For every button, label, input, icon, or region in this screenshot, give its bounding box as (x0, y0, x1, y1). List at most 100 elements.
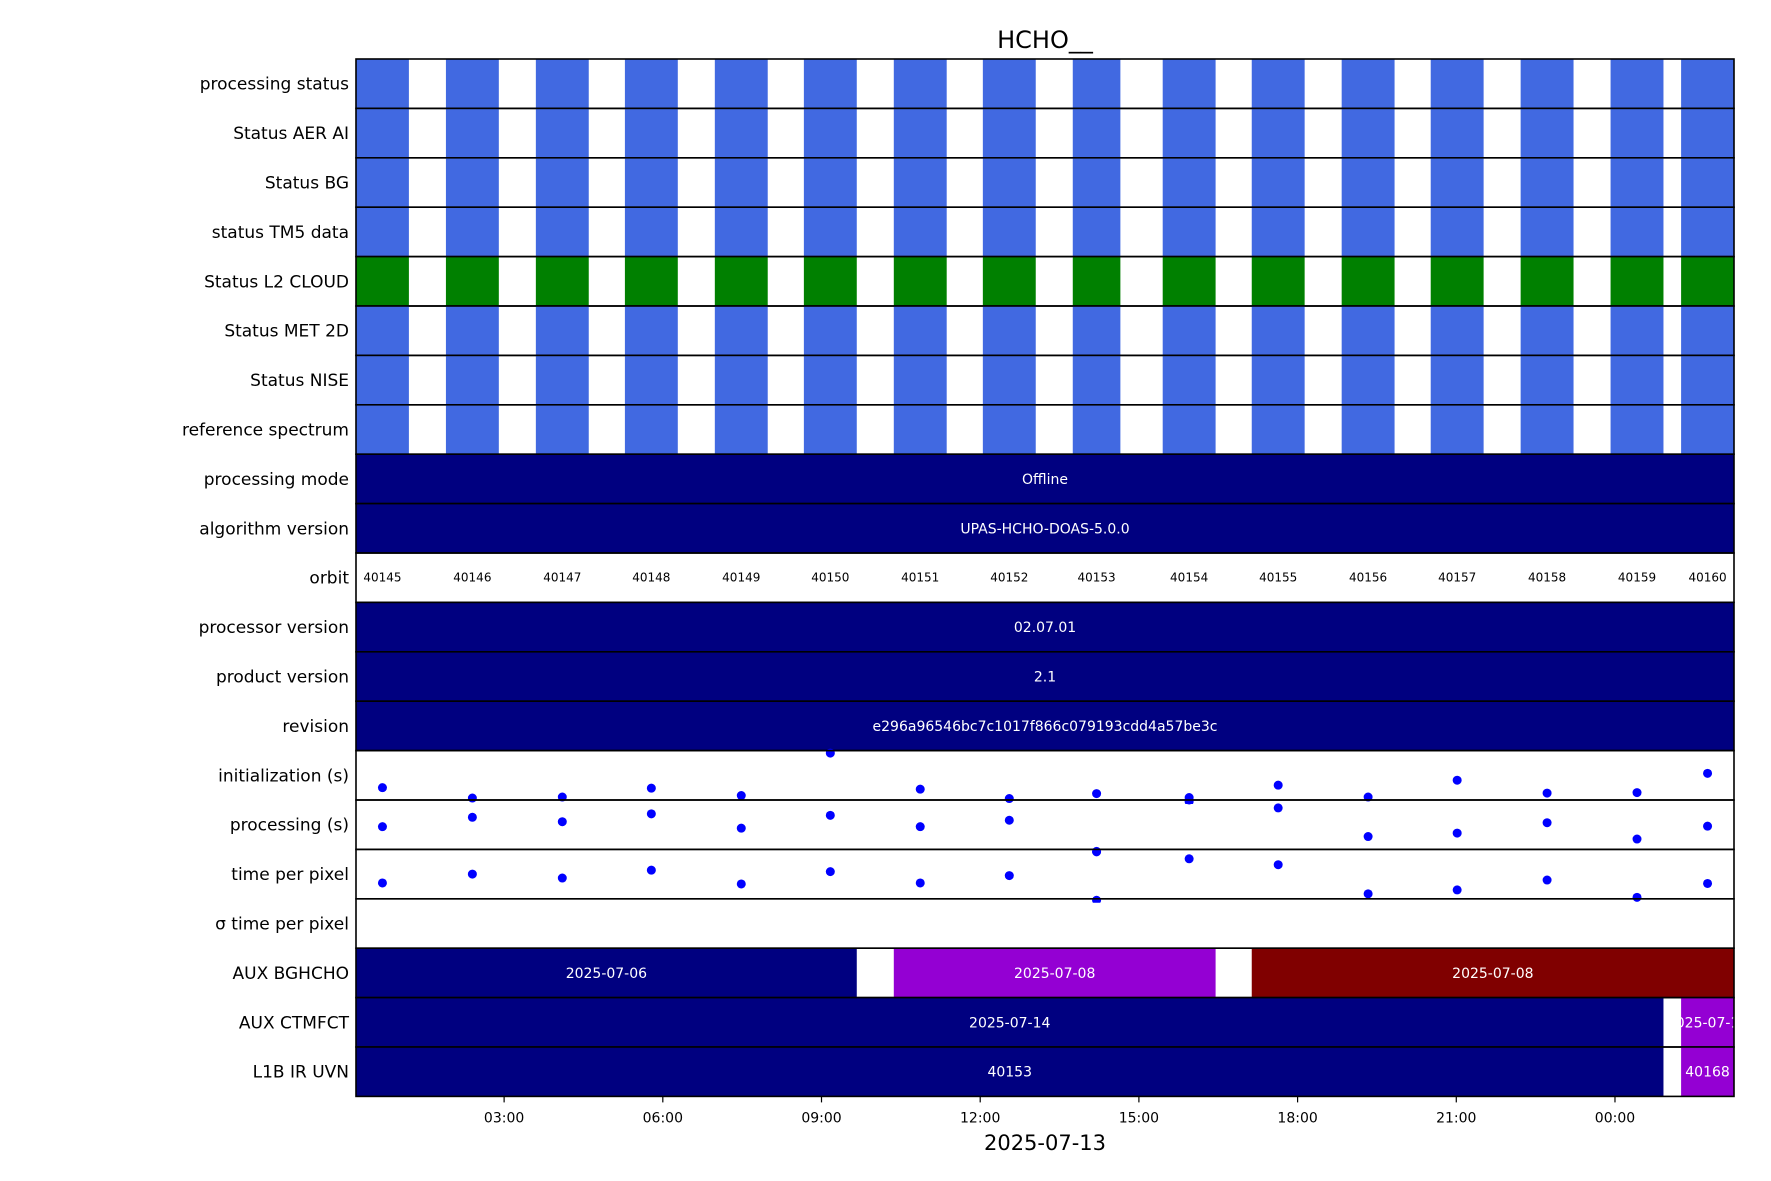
data-point (377, 878, 387, 888)
orbit-block-40159 (1610, 207, 1664, 257)
data-point (1004, 794, 1014, 804)
orbit-block-40157 (1430, 108, 1484, 158)
data-point (646, 809, 656, 819)
segment-bar (1681, 997, 1734, 1047)
orbit-block-40150 (803, 404, 857, 455)
data-point (1542, 818, 1552, 828)
orbit-block-40149 (714, 306, 768, 356)
orbit-block-40152 (982, 207, 1036, 257)
orbit-block-40147 (535, 306, 589, 356)
orbit-block-40156 (1341, 108, 1395, 158)
data-point (736, 879, 746, 889)
orbit-block-40158 (1520, 207, 1574, 257)
segment-label: 40168 (1685, 1065, 1730, 1081)
orbit-label-40155: 40155 (1259, 571, 1297, 585)
orbit-block-40156 (1341, 404, 1395, 455)
orbit-block-40146 (445, 157, 499, 208)
x-tick-label: 00:00 (1595, 1110, 1635, 1126)
orbit-block-40146 (445, 404, 499, 455)
orbit-block-40153 (1072, 59, 1121, 109)
orbit-block-40157 (1430, 306, 1484, 356)
row-label: reference spectrum (182, 421, 349, 441)
orbit-block-40154 (1162, 306, 1216, 356)
row-label: Status AER AI (233, 124, 349, 144)
orbit-label-40156: 40156 (1349, 571, 1387, 585)
orbit-block-40149 (714, 256, 768, 306)
data-point (1004, 815, 1014, 825)
orbit-block-40158 (1520, 157, 1574, 208)
orbit-block-40149 (714, 207, 768, 257)
orbit-block-40154 (1162, 108, 1216, 158)
x-tick-label: 12:00 (960, 1110, 1000, 1126)
orbit-block-40153 (1072, 306, 1121, 356)
orbit-block-40147 (535, 59, 589, 109)
orbit-block-40149 (714, 355, 768, 405)
orbit-block-40155 (1251, 108, 1305, 158)
segment-bar (356, 997, 1664, 1047)
orbit-block-40160 (1681, 306, 1734, 356)
segment-label: UPAS-HCHO-DOAS-5.0.0 (960, 521, 1129, 537)
orbit-block-40148 (624, 108, 678, 158)
orbit-block-40153 (1072, 404, 1121, 455)
orbit-block-40147 (535, 157, 589, 208)
orbit-block-40151 (893, 256, 947, 306)
data-point (1542, 875, 1552, 885)
orbit-block-40154 (1162, 59, 1216, 109)
orbit-block-40159 (1610, 108, 1664, 158)
data-point (646, 865, 656, 875)
orbit-block-40150 (803, 306, 857, 356)
segment-bar (356, 454, 1734, 504)
segment-bar (356, 503, 1734, 553)
row-product-version: product version 2.1 (216, 650, 1735, 702)
orbit-block-40145 (356, 306, 409, 356)
row-label: processing mode (204, 470, 349, 490)
row-status-l2-cloud: Status L2 CLOUD (204, 255, 1735, 307)
orbit-block-40145 (356, 59, 409, 109)
data-point (1273, 860, 1283, 870)
orbit-block-40146 (445, 207, 499, 257)
row-status-tm5-data: status TM5 data (212, 206, 1735, 258)
row-label: revision (282, 717, 349, 737)
orbit-block-40146 (445, 355, 499, 405)
orbit-block-40157 (1430, 256, 1484, 306)
orbit-label-40158: 40158 (1528, 571, 1566, 585)
row-processing-mode: processing mode Offline (204, 453, 1735, 505)
orbit-block-40155 (1251, 59, 1305, 109)
orbit-block-40153 (1072, 157, 1121, 208)
segment-label: 40153 (987, 1065, 1032, 1081)
row-frame (355, 1046, 1735, 1098)
data-point (377, 783, 387, 793)
data-point (1632, 788, 1642, 798)
data-point (646, 783, 656, 793)
orbit-block-40155 (1251, 256, 1305, 306)
row-aux-ctmfct: AUX CTMFCT 2025-07-14 2025-07-15 (239, 996, 1748, 1048)
orbit-block-40150 (803, 207, 857, 257)
row-label: processing status (200, 75, 349, 95)
row-status-bg: Status BG (265, 157, 1735, 209)
data-point (1542, 788, 1552, 798)
data-point (915, 784, 925, 794)
segment-label: 2025-07-15 (1667, 1015, 1748, 1031)
data-point (915, 878, 925, 888)
orbit-block-40160 (1681, 157, 1734, 208)
orbit-block-40152 (982, 256, 1036, 306)
orbit-block-40159 (1610, 256, 1664, 306)
row-label: time per pixel (231, 865, 349, 885)
orbit-block-40145 (356, 355, 409, 405)
orbit-label-40146: 40146 (453, 571, 491, 585)
orbit-label-40150: 40150 (811, 571, 849, 585)
data-point (1452, 775, 1462, 785)
orbit-block-40145 (356, 207, 409, 257)
orbit-block-40146 (445, 59, 499, 109)
orbit-block-40160 (1681, 207, 1734, 257)
orbit-block-40151 (893, 355, 947, 405)
x-tick-label: 15:00 (1119, 1110, 1159, 1126)
orbit-block-40148 (624, 404, 678, 455)
segment-label: 2025-07-08 (1452, 966, 1533, 982)
orbit-block-40157 (1430, 404, 1484, 455)
orbit-block-40150 (803, 59, 857, 109)
row-label: Status NISE (250, 371, 349, 391)
orbit-block-40160 (1681, 355, 1734, 405)
orbit-block-40156 (1341, 207, 1395, 257)
orbit-block-40156 (1341, 157, 1395, 208)
